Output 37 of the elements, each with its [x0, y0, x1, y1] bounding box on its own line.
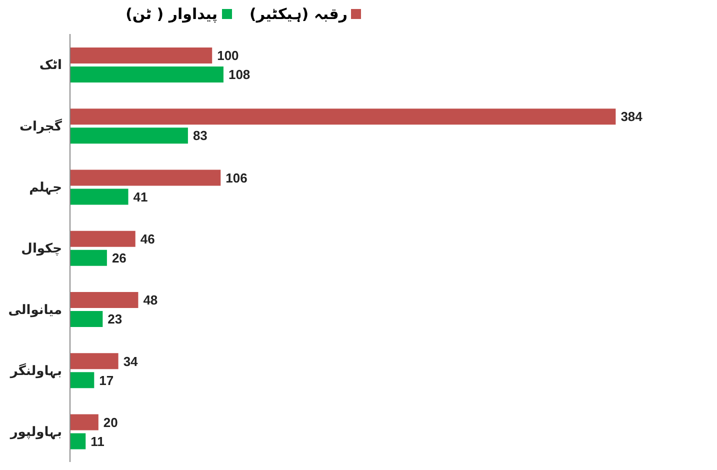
- data-label: 23: [108, 312, 122, 327]
- data-label: 83: [192, 128, 208, 144]
- data-label: 46: [140, 231, 155, 246]
- data-label: 100: [217, 48, 239, 64]
- y-tick-label: اٹک: [39, 58, 62, 74]
- bar: [70, 311, 103, 328]
- data-label: 26: [112, 250, 126, 266]
- bar: [70, 188, 128, 205]
- y-tick-label: گجرات: [19, 118, 62, 134]
- bar: [70, 170, 221, 186]
- bar: [70, 66, 224, 82]
- bar: [70, 47, 212, 64]
- bar: [70, 353, 118, 370]
- bar: [70, 230, 136, 247]
- bar: [70, 372, 94, 388]
- bar: [70, 292, 138, 308]
- bar: [70, 108, 616, 125]
- y-tick-label: بہاولپور: [9, 425, 62, 440]
- data-label: 48: [143, 292, 158, 308]
- bar: [70, 250, 107, 266]
- data-label: 17: [99, 372, 114, 388]
- data-label: 20: [103, 414, 118, 430]
- legend-label: رقبہ (ہیکٹیر): [250, 5, 348, 23]
- data-label: 41: [133, 189, 148, 204]
- bar: [70, 128, 188, 144]
- data-label: 34: [123, 354, 139, 369]
- y-tick-label: میانوالی: [8, 302, 62, 318]
- data-label: 108: [228, 67, 250, 82]
- bar: [70, 433, 86, 450]
- bar: [70, 414, 98, 430]
- legend-label: پیداوار ( ٹن): [126, 5, 218, 23]
- y-tick-label: بہاولنگر: [9, 362, 62, 379]
- data-label: 11: [90, 434, 104, 449]
- y-tick-label: جہلم: [29, 180, 62, 196]
- data-label: 384: [620, 109, 644, 124]
- y-tick-label: چکوال: [21, 242, 62, 257]
- data-label: 106: [226, 170, 248, 186]
